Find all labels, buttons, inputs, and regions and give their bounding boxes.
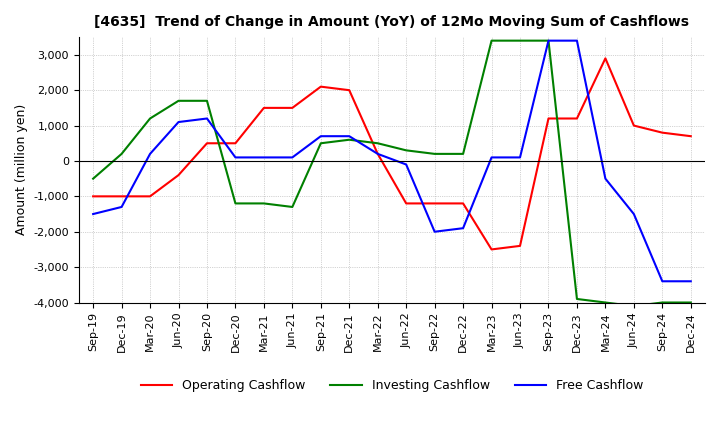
Operating Cashflow — [374, 151, 382, 157]
Operating Cashflow — [601, 56, 610, 61]
Investing Cashflow — [260, 201, 269, 206]
Free Cashflow — [288, 155, 297, 160]
Investing Cashflow — [601, 300, 610, 305]
Investing Cashflow — [544, 38, 553, 43]
Free Cashflow — [231, 155, 240, 160]
Investing Cashflow — [658, 300, 667, 305]
Operating Cashflow — [202, 141, 211, 146]
Operating Cashflow — [317, 84, 325, 89]
Investing Cashflow — [202, 98, 211, 103]
Investing Cashflow — [629, 304, 638, 309]
Investing Cashflow — [402, 148, 410, 153]
Investing Cashflow — [374, 141, 382, 146]
Operating Cashflow — [288, 105, 297, 110]
Investing Cashflow — [145, 116, 154, 121]
Investing Cashflow — [686, 300, 695, 305]
Free Cashflow — [174, 119, 183, 125]
Y-axis label: Amount (million yen): Amount (million yen) — [15, 104, 28, 235]
Operating Cashflow — [544, 116, 553, 121]
Free Cashflow — [260, 155, 269, 160]
Free Cashflow — [544, 38, 553, 43]
Operating Cashflow — [145, 194, 154, 199]
Line: Operating Cashflow: Operating Cashflow — [93, 59, 690, 249]
Free Cashflow — [145, 151, 154, 157]
Free Cashflow — [487, 155, 496, 160]
Investing Cashflow — [516, 38, 524, 43]
Operating Cashflow — [117, 194, 126, 199]
Operating Cashflow — [345, 88, 354, 93]
Free Cashflow — [117, 204, 126, 209]
Operating Cashflow — [431, 201, 439, 206]
Investing Cashflow — [459, 151, 467, 157]
Free Cashflow — [431, 229, 439, 235]
Free Cashflow — [572, 38, 581, 43]
Free Cashflow — [89, 211, 97, 216]
Operating Cashflow — [89, 194, 97, 199]
Free Cashflow — [374, 151, 382, 157]
Free Cashflow — [402, 162, 410, 167]
Operating Cashflow — [572, 116, 581, 121]
Investing Cashflow — [572, 296, 581, 301]
Line: Investing Cashflow: Investing Cashflow — [93, 40, 690, 306]
Investing Cashflow — [89, 176, 97, 181]
Investing Cashflow — [487, 38, 496, 43]
Investing Cashflow — [174, 98, 183, 103]
Free Cashflow — [516, 155, 524, 160]
Free Cashflow — [202, 116, 211, 121]
Free Cashflow — [686, 279, 695, 284]
Free Cashflow — [459, 226, 467, 231]
Free Cashflow — [345, 134, 354, 139]
Operating Cashflow — [658, 130, 667, 135]
Operating Cashflow — [260, 105, 269, 110]
Legend: Operating Cashflow, Investing Cashflow, Free Cashflow: Operating Cashflow, Investing Cashflow, … — [135, 374, 648, 397]
Investing Cashflow — [288, 204, 297, 209]
Title: [4635]  Trend of Change in Amount (YoY) of 12Mo Moving Sum of Cashflows: [4635] Trend of Change in Amount (YoY) o… — [94, 15, 690, 29]
Operating Cashflow — [459, 201, 467, 206]
Operating Cashflow — [402, 201, 410, 206]
Investing Cashflow — [231, 201, 240, 206]
Operating Cashflow — [516, 243, 524, 249]
Operating Cashflow — [629, 123, 638, 128]
Free Cashflow — [317, 134, 325, 139]
Investing Cashflow — [431, 151, 439, 157]
Free Cashflow — [629, 211, 638, 216]
Line: Free Cashflow: Free Cashflow — [93, 40, 690, 281]
Operating Cashflow — [686, 134, 695, 139]
Operating Cashflow — [487, 247, 496, 252]
Investing Cashflow — [117, 151, 126, 157]
Operating Cashflow — [231, 141, 240, 146]
Free Cashflow — [658, 279, 667, 284]
Investing Cashflow — [317, 141, 325, 146]
Free Cashflow — [601, 176, 610, 181]
Operating Cashflow — [174, 172, 183, 178]
Investing Cashflow — [345, 137, 354, 143]
